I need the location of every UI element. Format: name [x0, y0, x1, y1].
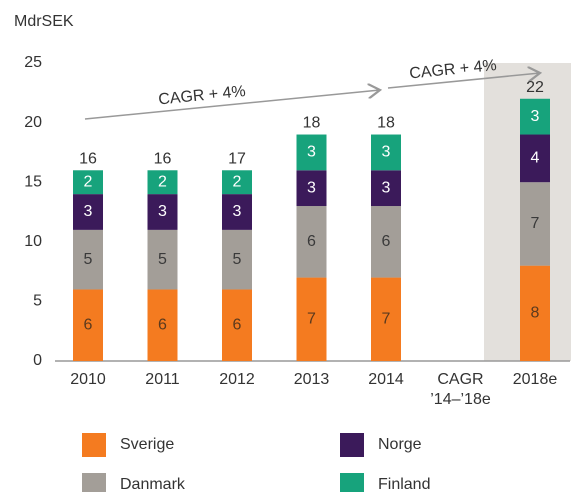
segment-label: 8: [531, 305, 540, 322]
bar-segment: [371, 277, 401, 361]
bar-segment: [147, 194, 178, 230]
y-tick-label: 15: [24, 173, 42, 190]
segment-label: 4: [531, 150, 540, 167]
bar-segment: [73, 194, 103, 230]
segment-label: 3: [84, 203, 93, 220]
segment-label: 3: [233, 203, 242, 220]
segment-label: 5: [84, 251, 93, 268]
segment-label: 3: [382, 144, 391, 161]
bar-segment: [73, 229, 103, 290]
bar-segment: [520, 134, 550, 183]
bar-segment: [371, 206, 401, 278]
bar-segment: [296, 206, 327, 278]
legend-swatch: [82, 433, 106, 457]
y-tick-label: 5: [33, 293, 42, 310]
cagr-arrow: [84, 90, 380, 120]
bar-segment: [296, 134, 327, 171]
segment-label: 7: [307, 310, 316, 327]
bar-segment: [222, 170, 252, 195]
segment-label: 6: [233, 316, 242, 333]
cagr-arrow: [387, 73, 540, 89]
legend-swatch: [340, 433, 364, 457]
segment-label: 2: [233, 173, 242, 190]
total-label: 16: [79, 150, 97, 167]
y-axis-label: MdrSEK: [14, 13, 74, 30]
segment-label: 3: [382, 179, 391, 196]
segment-label: 7: [382, 310, 391, 327]
legend-label: Sverige: [120, 436, 174, 453]
bar-segment: [147, 170, 178, 195]
x-tick-label: CAGR ’14–’18e: [430, 371, 491, 408]
legend-swatch: [340, 473, 364, 492]
total-label: 17: [228, 150, 246, 167]
total-label: 18: [303, 115, 321, 132]
x-tick-label: 2010: [70, 371, 106, 388]
segment-label: 2: [84, 173, 93, 190]
bar-segment: [147, 229, 178, 290]
legend-label: Danmark: [120, 476, 186, 492]
segment-label: 6: [382, 233, 391, 250]
segment-label: 5: [158, 251, 167, 268]
y-tick-label: 10: [24, 233, 42, 250]
segment-label: 3: [307, 144, 316, 161]
segment-label: 3: [307, 179, 316, 196]
bar-segment: [520, 182, 550, 266]
segment-label: 6: [158, 316, 167, 333]
x-tick-label: 2011: [145, 371, 180, 388]
x-tick-label: 2012: [219, 371, 255, 388]
segment-label: 3: [158, 203, 167, 220]
total-label: 16: [154, 150, 172, 167]
bar-segment: [371, 134, 401, 171]
segment-label: 3: [531, 108, 540, 125]
bar-segment: [222, 194, 252, 230]
segment-label: 6: [84, 316, 93, 333]
bar-segment: [147, 289, 178, 361]
x-tick-label: 2013: [293, 371, 330, 388]
total-label: 22: [526, 79, 544, 96]
segment-label: 5: [233, 251, 242, 268]
bar-segment: [296, 170, 327, 207]
bar-segment: [520, 265, 550, 361]
segment-label: 6: [307, 233, 316, 250]
bar-segment: [371, 170, 401, 207]
bar-segment: [222, 289, 252, 361]
bar-segment: [520, 98, 550, 135]
bar-segment: [73, 289, 103, 361]
total-label: 18: [377, 115, 395, 132]
legend-label: Norge: [378, 436, 422, 453]
legend-swatch: [82, 473, 106, 492]
bar-segment: [222, 229, 252, 290]
legend-label: Finland: [378, 476, 430, 492]
y-tick-label: 20: [24, 114, 42, 131]
segment-label: 7: [531, 215, 540, 232]
bar-segment: [73, 170, 103, 195]
bar-segment: [296, 277, 327, 361]
x-tick-label: 2018e: [512, 371, 558, 388]
y-tick-label: 25: [24, 54, 42, 71]
segment-label: 2: [158, 173, 167, 190]
y-tick-label: 0: [33, 352, 42, 369]
x-tick-label: 2014: [368, 371, 404, 388]
